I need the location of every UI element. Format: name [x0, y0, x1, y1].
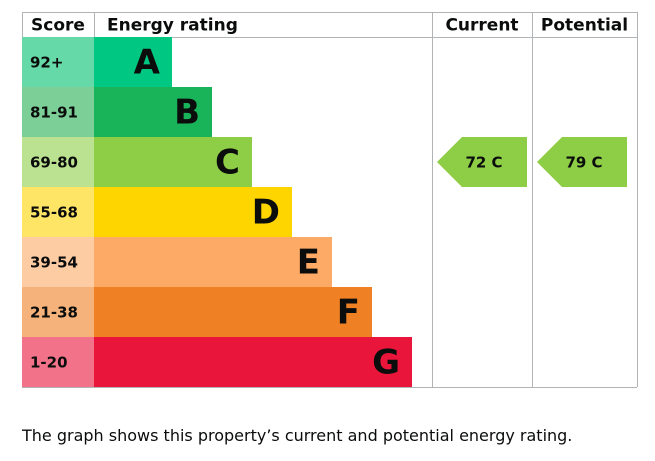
rating-bar [94, 37, 172, 87]
epc-graph: Score Energy rating Current Potential 92+ A 81… [22, 12, 638, 388]
score-cell [22, 187, 94, 237]
score-cell [22, 137, 94, 187]
column-header: Potential [541, 16, 628, 36]
rating-letter: E [297, 243, 320, 283]
column-header: Score [31, 16, 85, 36]
score-label: 55-68 [30, 204, 78, 222]
rating-letter: F [337, 293, 360, 333]
rating-bar [94, 87, 212, 137]
score-label: 69-80 [30, 154, 78, 172]
rating-bar [94, 287, 372, 337]
column-header: Current [445, 16, 518, 36]
potential-arrow [537, 137, 627, 187]
score-cell [22, 87, 94, 137]
rating-letter: G [372, 343, 400, 383]
rating-bar [94, 237, 332, 287]
score-cell [22, 237, 94, 287]
score-cell [22, 37, 94, 87]
rating-bar [94, 137, 252, 187]
current-arrow [437, 137, 527, 187]
rating-letter: A [134, 43, 161, 83]
score-label: 1-20 [30, 354, 68, 372]
score-label: 39-54 [30, 254, 78, 272]
score-label: 81-91 [30, 104, 78, 122]
potential-label: 79 C [565, 154, 602, 172]
current-label: 72 C [465, 154, 502, 172]
column-header: Energy rating [107, 16, 238, 36]
rating-letter: B [174, 93, 200, 133]
caption: The graph shows this property’s current … [22, 426, 573, 445]
score-label: 21-38 [30, 304, 78, 322]
score-cell [22, 287, 94, 337]
rating-bar [94, 187, 292, 237]
rating-letter: D [252, 193, 280, 233]
rating-bar [94, 337, 412, 387]
rating-letter: C [215, 143, 240, 183]
score-cell [22, 337, 94, 387]
score-label: 92+ [30, 54, 63, 72]
